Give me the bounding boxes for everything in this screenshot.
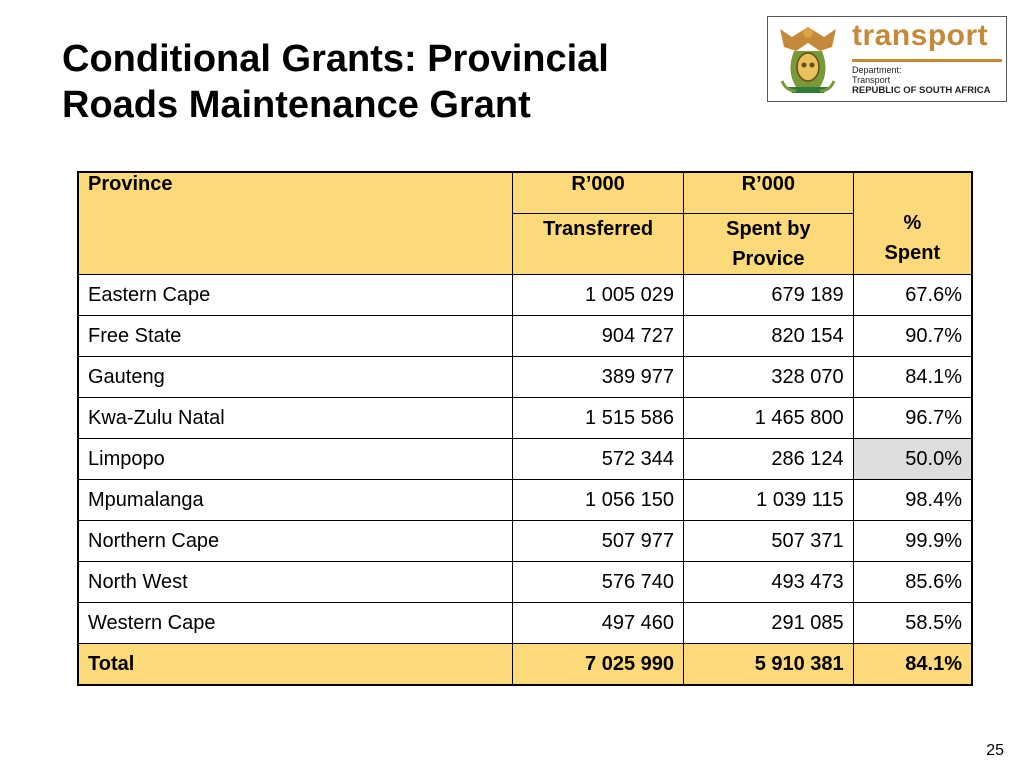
- cell-pct: 58.5%: [852, 602, 973, 644]
- cell-spent: 507 371: [683, 520, 854, 562]
- cell-transferred: 904 727: [512, 315, 685, 357]
- cell-pct: 99.9%: [852, 520, 973, 562]
- cell-pct: 67.6%: [852, 274, 973, 316]
- table-row: Limpopo 572 344 286 124 50.0%: [77, 438, 973, 480]
- header-row-units: Province R’000 R’000 % Spent: [77, 171, 973, 275]
- page-number: 25: [986, 742, 1004, 759]
- header-pct-line-1: %: [903, 212, 922, 234]
- header-spent-line-1: Spent by: [726, 218, 811, 240]
- logo-department: Department: Transport: [852, 65, 902, 85]
- cell-province: Gauteng: [77, 356, 514, 398]
- header-transferred: Transferred: [512, 213, 685, 275]
- cell-province: Kwa-Zulu Natal: [77, 397, 514, 439]
- cell-transferred: 572 344: [512, 438, 685, 480]
- cell-transferred: 576 740: [512, 561, 685, 603]
- department-logo: transport Department: Transport REPUBLIC…: [767, 16, 1007, 102]
- header-spent: Spent by Provice: [683, 213, 854, 275]
- page-title: Conditional Grants: Provincial Roads Mai…: [62, 36, 742, 128]
- coat-of-arms-icon: [780, 27, 836, 93]
- header-province: Province: [77, 171, 514, 275]
- table-row: Free State 904 727 820 154 90.7%: [77, 315, 973, 357]
- logo-country: REPUBLIC OF SOUTH AFRICA: [852, 85, 991, 96]
- table-row: Kwa-Zulu Natal 1 515 586 1 465 800 96.7%: [77, 397, 973, 439]
- header-spent-line-2: Provice: [732, 248, 805, 270]
- cell-spent: 1 465 800: [683, 397, 854, 439]
- title-line-2: Roads Maintenance Grant: [62, 84, 531, 126]
- table-row: Mpumalanga 1 056 150 1 039 115 98.4%: [77, 479, 973, 521]
- table-row: North West 576 740 493 473 85.6%: [77, 561, 973, 603]
- cell-province: Eastern Cape: [77, 274, 514, 316]
- cell-spent: 679 189: [683, 274, 854, 316]
- cell-pct: 84.1%: [852, 356, 973, 398]
- cell-pct: 98.4%: [852, 479, 973, 521]
- cell-transferred: 1 056 150: [512, 479, 685, 521]
- cell-spent: 820 154: [683, 315, 854, 357]
- total-pct: 84.1%: [852, 643, 973, 686]
- header-unit-transferred: R’000: [512, 171, 685, 214]
- total-spent: 5 910 381: [683, 643, 854, 686]
- logo-wordmark: transport: [852, 19, 989, 52]
- header-unit-spent: R’000: [683, 171, 854, 214]
- cell-province: Western Cape: [77, 602, 514, 644]
- cell-province: North West: [77, 561, 514, 603]
- logo-divider: [852, 59, 1002, 62]
- total-row: Total 7 025 990 5 910 381 84.1%: [77, 643, 973, 686]
- total-label: Total: [77, 643, 514, 686]
- cell-spent: 291 085: [683, 602, 854, 644]
- cell-province: Free State: [77, 315, 514, 357]
- logo-dept-line-2: Transport: [852, 75, 891, 85]
- cell-transferred: 497 460: [512, 602, 685, 644]
- cell-province: Limpopo: [77, 438, 514, 480]
- cell-transferred: 1 005 029: [512, 274, 685, 316]
- cell-transferred: 507 977: [512, 520, 685, 562]
- cell-spent: 1 039 115: [683, 479, 854, 521]
- cell-spent: 286 124: [683, 438, 854, 480]
- table-row: Gauteng 389 977 328 070 84.1%: [77, 356, 973, 398]
- cell-pct-highlighted: 50.0%: [852, 438, 973, 480]
- table-row: Northern Cape 507 977 507 371 99.9%: [77, 520, 973, 562]
- cell-province: Mpumalanga: [77, 479, 514, 521]
- cell-spent: 493 473: [683, 561, 854, 603]
- table-row: Eastern Cape 1 005 029 679 189 67.6%: [77, 274, 973, 316]
- header-row-labels: Transferred Spent by Provice: [78, 213, 972, 275]
- header-pct-spent: % Spent: [852, 171, 973, 275]
- cell-pct: 85.6%: [852, 561, 973, 603]
- grant-table: Province R’000 R’000 % Spent Transferred…: [77, 171, 973, 686]
- table-row: Western Cape 497 460 291 085 58.5%: [77, 602, 973, 644]
- cell-spent: 328 070: [683, 356, 854, 398]
- title-line-1: Conditional Grants: Provincial: [62, 38, 609, 80]
- cell-pct: 96.7%: [852, 397, 973, 439]
- cell-transferred: 1 515 586: [512, 397, 685, 439]
- header-pct-line-2: Spent: [884, 242, 941, 264]
- cell-pct: 90.7%: [852, 315, 973, 357]
- cell-transferred: 389 977: [512, 356, 685, 398]
- total-transferred: 7 025 990: [512, 643, 685, 686]
- cell-province: Northern Cape: [77, 520, 514, 562]
- logo-dept-line-1: Department:: [852, 65, 902, 75]
